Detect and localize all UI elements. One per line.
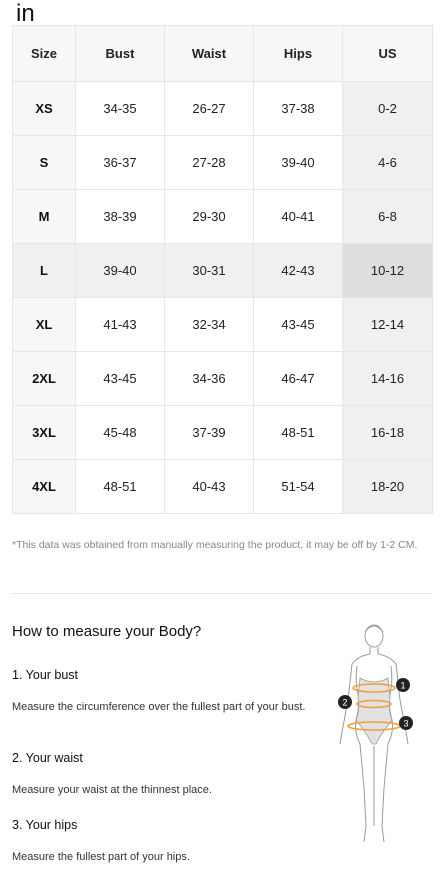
- cell-waist: 30-31: [164, 243, 254, 298]
- table-row: 3XL 45-48 37-39 48-51 16-18: [12, 405, 433, 460]
- cell-us: 4-6: [342, 135, 433, 190]
- table-row: S 36-37 27-28 39-40 4-6: [12, 135, 433, 190]
- bust-section-title: 1. Your bust: [12, 668, 79, 682]
- header-us: US: [342, 25, 433, 82]
- cell-waist: 27-28: [164, 135, 254, 190]
- cell-waist: 29-30: [164, 189, 254, 244]
- figure-hair: [364, 625, 384, 633]
- table-row: 4XL 48-51 40-43 51-54 18-20: [12, 459, 433, 514]
- header-size: Size: [12, 25, 76, 82]
- howto-title: How to measure your Body?: [12, 623, 202, 640]
- body-measure-figure: 1 2 3: [338, 624, 413, 843]
- table-header-row: Size Bust Waist Hips US: [12, 25, 433, 82]
- cell-waist: 34-36: [164, 351, 254, 406]
- header-hips: Hips: [253, 25, 343, 82]
- cell-bust: 43-45: [75, 351, 165, 406]
- cell-size: L: [12, 243, 76, 298]
- cell-hips: 42-43: [253, 243, 343, 298]
- svg-text:1: 1: [400, 681, 405, 691]
- svg-text:3: 3: [403, 719, 408, 729]
- cell-hips: 48-51: [253, 405, 343, 460]
- cell-hips: 39-40: [253, 135, 343, 190]
- waist-line: [356, 699, 392, 709]
- figure-right-arm: [377, 653, 409, 745]
- cell-bust: 36-37: [75, 135, 165, 190]
- bust-line: [352, 683, 396, 693]
- cell-size: XL: [12, 297, 76, 352]
- cell-size: 4XL: [12, 459, 76, 514]
- cell-hips: 46-47: [253, 351, 343, 406]
- svg-text:2: 2: [342, 698, 347, 708]
- cell-us: 6-8: [342, 189, 433, 244]
- cell-us: 18-20: [342, 459, 433, 514]
- figure-head: [364, 624, 384, 648]
- size-chart-table: Size Bust Waist Hips US XS 34-35 26-27 3…: [12, 25, 433, 514]
- cell-size: S: [12, 135, 76, 190]
- cell-bust: 39-40: [75, 243, 165, 298]
- cell-us: 14-16: [342, 351, 433, 406]
- table-row: 2XL 43-45 34-36 46-47 14-16: [12, 351, 433, 406]
- header-waist: Waist: [164, 25, 254, 82]
- marker-3: 3: [399, 716, 413, 730]
- cell-hips: 40-41: [253, 189, 343, 244]
- table-row: XS 34-35 26-27 37-38 0-2: [12, 81, 433, 136]
- measurement-note: *This data was obtained from manually me…: [12, 539, 418, 551]
- table-row: M 38-39 29-30 40-41 6-8: [12, 189, 433, 244]
- hips-section-title: 3. Your hips: [12, 818, 78, 832]
- hips-section-text: Measure the fullest part of your hips.: [12, 851, 190, 863]
- cell-hips: 37-38: [253, 81, 343, 136]
- cell-waist: 40-43: [164, 459, 254, 514]
- figure-swimsuit: [355, 677, 393, 745]
- waist-section-text: Measure your waist at the thinnest place…: [12, 784, 212, 796]
- cell-bust: 41-43: [75, 297, 165, 352]
- unit-label: in: [16, 0, 35, 27]
- cell-waist: 37-39: [164, 405, 254, 460]
- cell-size: XS: [12, 81, 76, 136]
- cell-size: M: [12, 189, 76, 244]
- divider: [12, 593, 432, 594]
- cell-us: 16-18: [342, 405, 433, 460]
- waist-section-title: 2. Your waist: [12, 751, 83, 765]
- cell-us: 12-14: [342, 297, 433, 352]
- figure-neck: [369, 647, 379, 654]
- cell-bust: 45-48: [75, 405, 165, 460]
- cell-bust: 38-39: [75, 189, 165, 244]
- table-row-highlighted: L 39-40 30-31 42-43 10-12: [12, 243, 433, 298]
- marker-1: 1: [396, 678, 410, 692]
- header-bust: Bust: [75, 25, 165, 82]
- cell-us: 0-2: [342, 81, 433, 136]
- cell-hips: 51-54: [253, 459, 343, 514]
- cell-waist: 32-34: [164, 297, 254, 352]
- cell-hips: 43-45: [253, 297, 343, 352]
- marker-2: 2: [338, 695, 352, 709]
- table-row: XL 41-43 32-34 43-45 12-14: [12, 297, 433, 352]
- cell-size: 3XL: [12, 405, 76, 460]
- figure-left-arm: [339, 653, 371, 745]
- cell-bust: 48-51: [75, 459, 165, 514]
- bust-section-text: Measure the circumference over the fulle…: [12, 701, 306, 713]
- cell-bust: 34-35: [75, 81, 165, 136]
- cell-size: 2XL: [12, 351, 76, 406]
- cell-waist: 26-27: [164, 81, 254, 136]
- cell-us: 10-12: [342, 243, 433, 298]
